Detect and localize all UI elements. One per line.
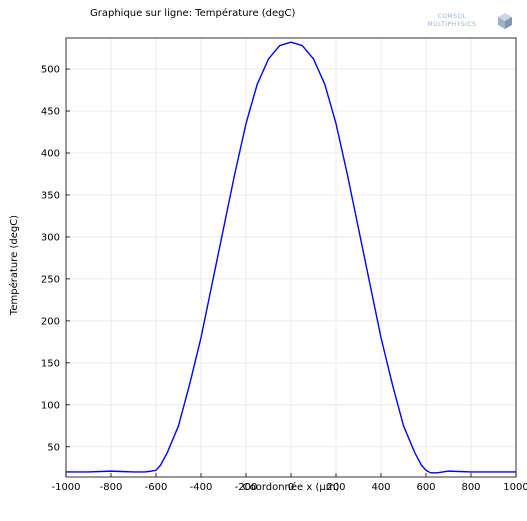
y-tick-label: 400: [41, 148, 60, 159]
x-tick-label: -800: [100, 482, 123, 493]
y-tick-label: 250: [41, 274, 60, 285]
x-tick-label: 400: [371, 482, 390, 493]
y-axis-title: Température (degC): [8, 215, 20, 316]
y-tick-label: 50: [47, 442, 60, 453]
y-tick-label: 100: [41, 400, 60, 411]
y-tick-label: 300: [41, 232, 60, 243]
comsol-logo: COMSOL MULTIPHYSICS: [428, 13, 512, 29]
logo-line1: COMSOL: [438, 13, 467, 20]
x-tick-label: 600: [416, 482, 435, 493]
x-tick-label: -600: [145, 482, 168, 493]
y-tick-label: 150: [41, 358, 60, 369]
x-tick-label: -1000: [51, 482, 80, 493]
chart-title: Graphique sur ligne: Température (degC): [90, 7, 296, 19]
logo-line2: MULTIPHYSICS: [428, 21, 477, 28]
y-tick-label: 350: [41, 190, 60, 201]
ticks: -1000 -800 -600 -400 -200 0 200 400 600 800 1000 50…: [41, 65, 527, 493]
grid: [65, 38, 517, 477]
y-tick-label: 200: [41, 316, 60, 327]
plot-frame: [65, 37, 517, 478]
x-tick-label: -400: [190, 482, 213, 493]
comsol-cube-icon: [498, 13, 512, 29]
series-line-1: [66, 41, 516, 474]
x-axis-title: Coordonnée x (µm): [243, 481, 340, 493]
y-tick-label: 500: [41, 65, 60, 76]
x-tick-label: -200: [235, 482, 258, 493]
x-tick-label: 1000: [503, 482, 527, 493]
x-tick-label: 0: [288, 482, 294, 493]
y-tick-label: 450: [41, 107, 60, 118]
series-group: [66, 41, 516, 474]
x-tick-label: 800: [461, 482, 480, 493]
x-tick-label: 200: [326, 482, 345, 493]
